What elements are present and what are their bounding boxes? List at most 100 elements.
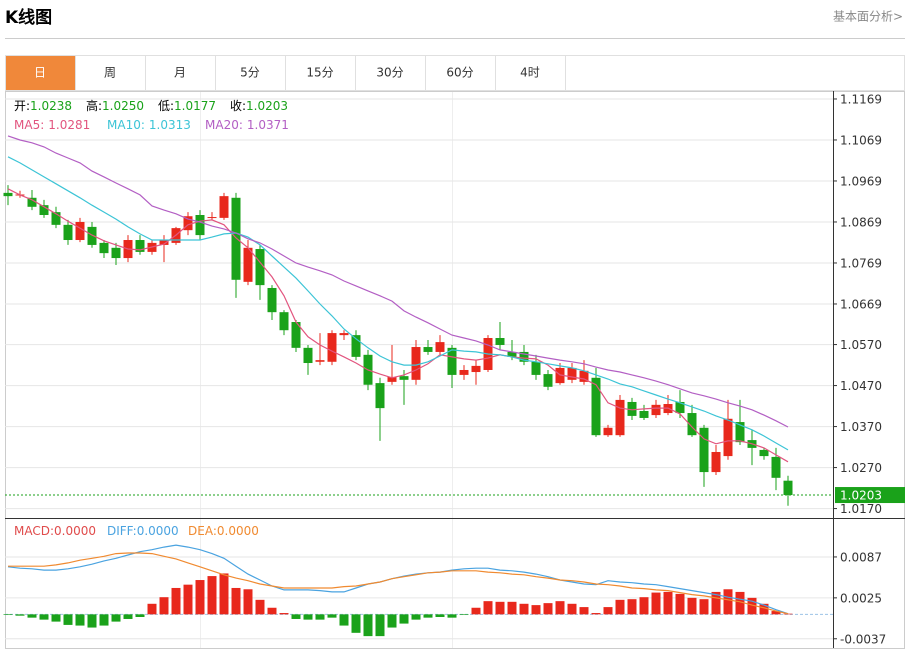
macd-bar <box>207 576 217 615</box>
candle-body <box>279 312 289 331</box>
candle-body <box>267 287 277 313</box>
macd-bar <box>723 589 733 615</box>
ma-legend-value: 1.0313 <box>149 118 191 132</box>
tab-label[interactable]: 60分 <box>446 66 473 80</box>
tab-label[interactable]: 30分 <box>376 66 403 80</box>
tab[interactable]: 4时 <box>495 55 566 91</box>
tab-bg[interactable] <box>215 55 286 91</box>
tab-bg[interactable] <box>5 55 76 91</box>
candle-body <box>387 376 397 382</box>
tab-bg[interactable] <box>495 55 566 91</box>
candle-body <box>675 401 685 414</box>
candle-body <box>591 377 601 436</box>
macd-bar <box>195 580 205 615</box>
tab[interactable]: 30分 <box>355 55 426 91</box>
candle-body <box>291 322 301 348</box>
tab-label[interactable]: 4时 <box>520 66 540 80</box>
tab[interactable]: 月 <box>145 55 216 91</box>
tab-bg[interactable] <box>355 55 426 91</box>
macd-bar <box>183 584 193 615</box>
macd-bar <box>315 614 325 620</box>
candle-body <box>219 196 229 218</box>
macd-bar <box>507 601 517 615</box>
tab[interactable]: 15分 <box>285 55 356 91</box>
macd-bar <box>435 614 445 617</box>
tab-bg[interactable] <box>145 55 216 91</box>
candle-body <box>3 192 13 197</box>
candle-body <box>543 374 553 387</box>
macd-bar <box>39 614 49 620</box>
macd-bar <box>615 599 625 615</box>
y-tick-label: 1.1169 <box>840 92 882 106</box>
macd-bar <box>147 603 157 615</box>
macd-bar <box>75 614 85 626</box>
tab[interactable]: 日 <box>5 55 76 91</box>
macd-bar <box>387 614 397 628</box>
y-tick-label: 1.1069 <box>840 133 882 147</box>
candle-body <box>87 226 97 245</box>
macd-bar <box>747 597 757 615</box>
macd-bar <box>459 614 469 616</box>
candle-body <box>435 342 445 352</box>
ma-legend-label: MA10: <box>107 118 145 132</box>
macd-bar <box>675 593 685 615</box>
macd-bar <box>471 607 481 615</box>
macd-bar <box>351 614 361 633</box>
candle-body <box>627 401 637 416</box>
candle-body <box>735 422 745 443</box>
tab-label[interactable]: 周 <box>104 66 116 80</box>
candle-body <box>399 376 409 380</box>
candle-body <box>579 370 589 382</box>
tab-label[interactable]: 日 <box>34 66 46 80</box>
ohlc-label: 收: <box>230 99 246 113</box>
macd-bar <box>711 591 721 615</box>
ma-line <box>7 135 789 428</box>
candle-body <box>567 367 577 380</box>
macd-bar <box>111 614 121 622</box>
candle-body <box>651 404 661 416</box>
macd-legend: DIFF:0.0000 <box>107 524 179 538</box>
y-tick-label: 1.0669 <box>840 297 882 311</box>
tab-label[interactable]: 5分 <box>240 66 260 80</box>
macd-bar <box>51 614 61 622</box>
tab[interactable]: 60分 <box>425 55 496 91</box>
macd-legend-value: 0.0000 <box>54 524 96 538</box>
macd-bar <box>267 607 277 615</box>
macd-bar <box>555 601 565 615</box>
macd-bar <box>375 614 385 637</box>
tab[interactable]: 周 <box>75 55 146 91</box>
candle-body <box>99 242 109 254</box>
macd-legend: DEA:0.0000 <box>188 524 259 538</box>
candle-body <box>63 224 73 241</box>
ma-legend: MA10: 1.0313 <box>107 118 191 132</box>
candle-body <box>375 383 385 409</box>
candle-body <box>603 427 613 436</box>
ma-legend-label: MA5: <box>14 118 44 132</box>
tab-label[interactable]: 15分 <box>306 66 333 80</box>
macd-bar <box>123 614 133 619</box>
y-tick-label: 1.0969 <box>840 174 882 188</box>
tab-bg[interactable] <box>425 55 496 91</box>
macd-bar <box>783 613 793 615</box>
macd-bar <box>423 614 433 618</box>
macd-bar <box>639 597 649 615</box>
macd-bar <box>255 599 265 615</box>
candle-body <box>723 418 733 457</box>
y-tick-label: 1.0769 <box>840 256 882 270</box>
macd-bar <box>279 613 289 615</box>
tab[interactable]: 5分 <box>215 55 286 91</box>
candle-body <box>243 247 253 282</box>
macd-bar <box>651 592 661 615</box>
tab-label[interactable]: 月 <box>174 66 186 80</box>
candle-body <box>687 413 697 436</box>
y-tick-label: 0.0025 <box>840 591 882 605</box>
analysis-link[interactable]: 基本面分析> <box>833 10 903 24</box>
macd-bar <box>231 587 241 615</box>
candle-body <box>555 367 565 384</box>
macd-bar <box>627 599 637 615</box>
candle-body <box>531 361 541 375</box>
candle-body <box>783 480 793 496</box>
candle-body <box>771 456 781 478</box>
macd-bar <box>567 603 577 615</box>
tab-bg[interactable] <box>285 55 356 91</box>
